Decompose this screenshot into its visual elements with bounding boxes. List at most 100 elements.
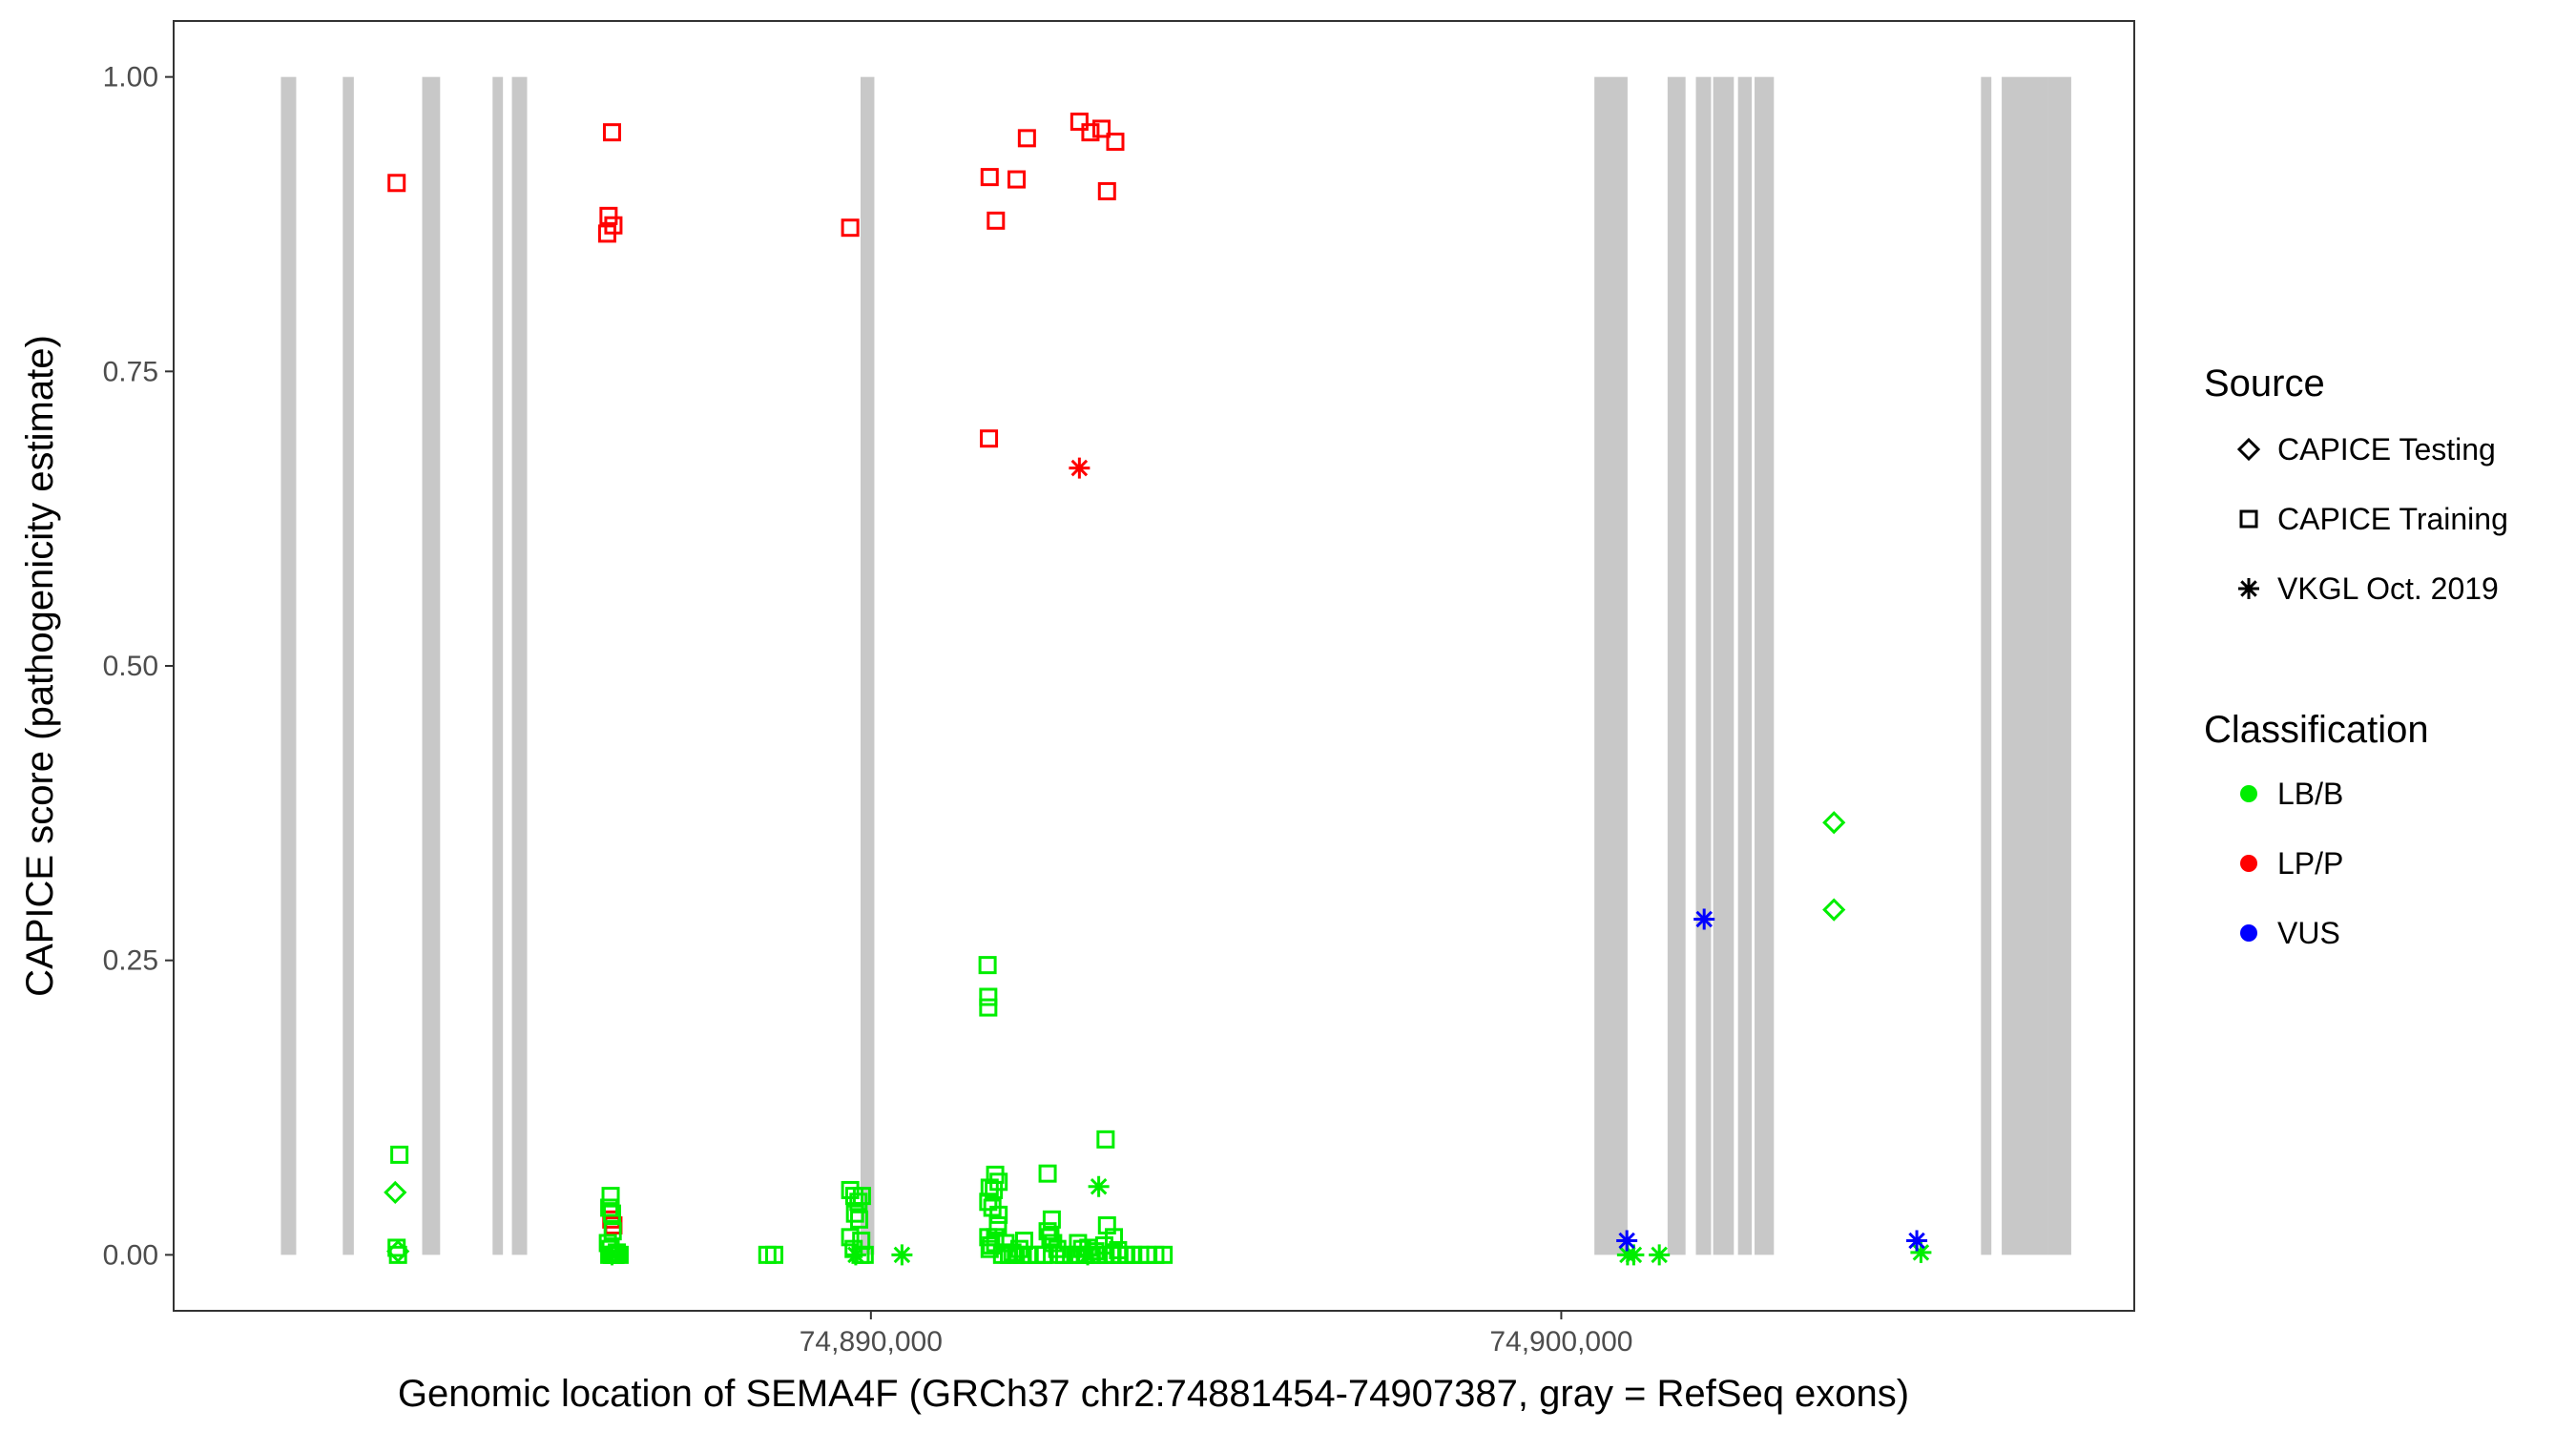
exon-band-3 [492, 76, 504, 1255]
legend-classification-keys [2240, 785, 2257, 942]
x-tick-label-0: 74,890,000 [800, 1326, 943, 1358]
exon-band-7 [1667, 76, 1686, 1255]
square-point-lbb-1-80 [1109, 1240, 1128, 1259]
exon-band-2 [422, 76, 441, 1255]
square-point-lpp-0-10 [1070, 113, 1089, 132]
exon-band-11 [1755, 76, 1775, 1255]
square-point-lbb-1-84 [989, 1205, 1008, 1224]
square-point-lbb-1-4 [600, 1198, 619, 1217]
star-point-vus-5-2 [1906, 1230, 1928, 1252]
square-point-lpp-0-4 [597, 224, 616, 243]
y-tick-label-2: 0.50 [103, 651, 158, 682]
exon-band-5 [860, 76, 875, 1255]
exon-band-10 [1737, 76, 1753, 1255]
axes: 0.00 0.25 0.50 0.75 1.00 74,890,000 74,900,000 [103, 62, 1633, 1358]
exon-band-14 [2047, 76, 2071, 1255]
square-point-lpp-0-6 [980, 168, 999, 187]
square-point-lbb-1-3 [601, 1187, 620, 1206]
legend-key-diamond-icon [2236, 437, 2261, 462]
square-point-lbb-1-20 [852, 1187, 871, 1206]
square-point-lpp-0-12 [1092, 119, 1111, 138]
exon-band-4 [511, 76, 528, 1255]
square-point-lbb-1-86 [982, 1235, 1001, 1255]
star-point-lbb-3-0 [891, 1244, 913, 1266]
square-point-lpp-0-11 [1081, 123, 1100, 142]
y-tick-label-3: 0.75 [103, 356, 158, 387]
legend-source-title: Source [2204, 363, 2325, 404]
square-point-lbb-1-29 [979, 987, 998, 1006]
legend: Source CAPICE Testing CAPICE Training VK… [2204, 363, 2508, 950]
square-point-lbb-1-0 [390, 1145, 409, 1164]
legend-source-label-vkgl: VKGL Oct. 2019 [2277, 571, 2499, 606]
square-point-lbb-1-50 [1042, 1210, 1061, 1229]
y-axis-title: CAPICE score (pathogenicity estimate) [19, 335, 61, 997]
square-point-lbb-1-35 [979, 1192, 998, 1212]
legend-key-color-dot-1 [2240, 855, 2257, 872]
square-point-lpp-0-8 [1008, 170, 1027, 189]
diamond-point-lbb-2-2 [1822, 811, 1846, 835]
square-point-lbb-1-21 [845, 1204, 864, 1223]
legend-key-color-dot-0 [2240, 785, 2257, 802]
star-point-lbb-3-2 [601, 1244, 623, 1266]
exon-band-6 [1594, 76, 1628, 1255]
exon-band-1 [343, 76, 354, 1255]
legend-class-label-lbb: LB/B [2277, 777, 2343, 811]
legend-key-square-icon [2239, 509, 2258, 529]
square-point-lbb-1-6 [603, 1222, 622, 1241]
star-point-lbb-3-5 [1649, 1244, 1671, 1266]
legend-source-label-training: CAPICE Training [2277, 502, 2508, 536]
legend-key-color-dot-2 [2240, 924, 2257, 942]
square-point-lbb-1-83 [1038, 1164, 1057, 1183]
square-point-lbb-1-72 [1096, 1130, 1115, 1149]
exon-band-13 [2002, 76, 2048, 1255]
diamond-point-lbb-2-3 [1822, 898, 1846, 922]
exon-band-8 [1695, 76, 1712, 1255]
star-point-lbb-3-6 [1623, 1244, 1645, 1266]
diamond-point-lbb-2-0 [384, 1180, 407, 1205]
square-point-lpp-0-5 [841, 218, 860, 238]
star-point-lbb-3-1 [1088, 1175, 1110, 1197]
legend-class-label-vus: VUS [2277, 916, 2340, 950]
square-point-lbb-1-5 [602, 1204, 621, 1223]
square-point-lpp-0-1 [602, 123, 621, 142]
y-tick-label-1: 0.25 [103, 945, 158, 977]
x-axis-title: Genomic location of SEMA4F (GRCh37 chr2:… [398, 1373, 1909, 1415]
diamond-point-lbb-2-1 [386, 1239, 410, 1263]
star-point-lpp-4-0 [1069, 457, 1091, 479]
square-point-lbb-1-28 [978, 956, 997, 975]
square-point-lbb-1-51 [1038, 1222, 1057, 1241]
legend-key-star-icon [2238, 578, 2259, 599]
star-point-vus-5-0 [1616, 1230, 1638, 1252]
star-point-vus-5-1 [1693, 908, 1715, 930]
square-point-lbb-1-37 [988, 1215, 1008, 1234]
square-point-lbb-1-23 [841, 1228, 860, 1247]
square-point-lbb-1-16 [765, 1245, 784, 1264]
data-points [384, 113, 1932, 1266]
legend-classification-title: Classification [2204, 709, 2429, 751]
legend-source-keys [2236, 437, 2261, 599]
star-point-lbb-3-7 [1910, 1241, 1932, 1263]
square-point-lpp-0-9 [1017, 129, 1036, 148]
square-point-lbb-1-74 [1069, 1234, 1088, 1253]
square-point-lpp-0-15 [980, 429, 999, 448]
y-tick-label-0: 0.00 [103, 1239, 158, 1271]
x-tick-label-1: 74,900,000 [1489, 1326, 1632, 1358]
square-point-lbb-1-34 [985, 1180, 1004, 1199]
legend-source-label-testing: CAPICE Testing [2277, 432, 2496, 467]
square-point-lbb-1-71 [1154, 1245, 1174, 1264]
exon-bands [280, 76, 2071, 1255]
legend-class-label-lpp: LP/P [2277, 846, 2343, 881]
square-point-lpp-0-14 [1106, 133, 1125, 152]
square-point-lbb-1-30 [979, 998, 998, 1017]
exon-band-12 [1981, 76, 1992, 1255]
exon-band-9 [1713, 76, 1735, 1255]
y-tick-label-4: 1.00 [103, 62, 158, 93]
square-point-lpp-0-7 [987, 211, 1006, 230]
exon-band-0 [280, 76, 297, 1255]
square-point-lpp-0-2 [599, 206, 618, 225]
square-point-lbb-1-22 [850, 1210, 869, 1229]
square-point-lbb-1-82 [1014, 1232, 1033, 1251]
star-point-lbb-3-8 [1077, 1244, 1099, 1266]
